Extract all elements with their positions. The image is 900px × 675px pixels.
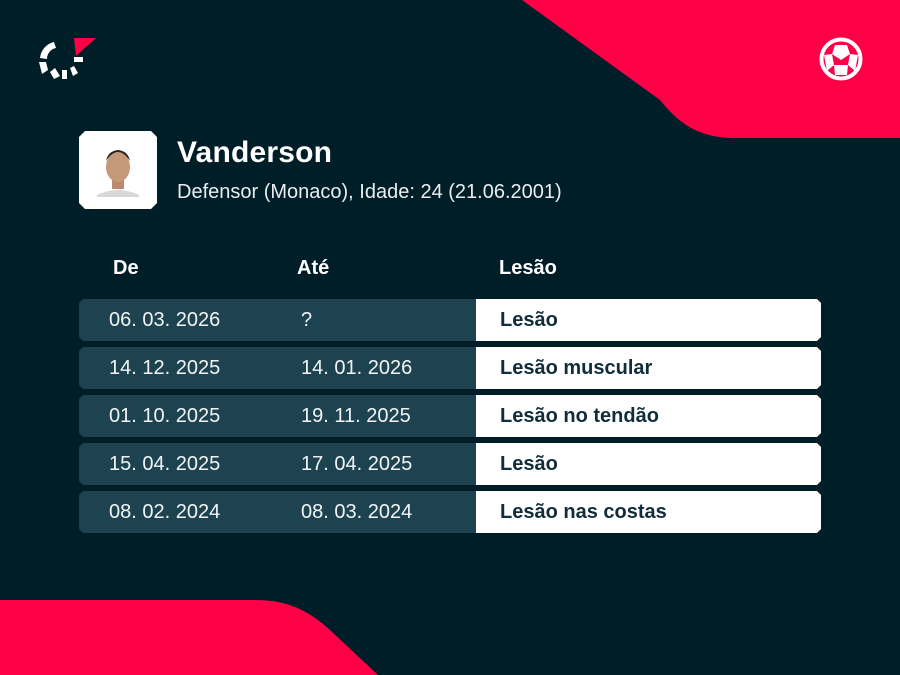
row-to-date: ? [301, 309, 313, 331]
row-dates: 08. 02. 2024 08. 03. 2024 [79, 491, 476, 533]
injury-row: 01. 10. 2025 19. 11. 2025 Lesão no tendã… [79, 395, 821, 437]
header-to: Até [297, 257, 330, 279]
row-injury: Lesão muscular [476, 347, 821, 389]
row-from-date: 01. 10. 2025 [109, 405, 221, 427]
row-to-date: 17. 04. 2025 [301, 453, 413, 475]
header-from: De [113, 257, 139, 279]
player-info: Defensor (Monaco), Idade: 24 (21.06.2001… [177, 181, 562, 203]
row-injury: Lesão nas costas [476, 491, 821, 533]
row-from-date: 06. 03. 2026 [109, 309, 221, 331]
injury-row: 14. 12. 2025 14. 01. 2026 Lesão muscular [79, 347, 821, 389]
row-to-date: 14. 01. 2026 [301, 357, 413, 379]
injury-row: 08. 02. 2024 08. 03. 2024 Lesão nas cost… [79, 491, 821, 533]
row-to-date: 19. 11. 2025 [301, 405, 411, 427]
player-name: Vanderson [177, 136, 333, 169]
player-photo [79, 131, 157, 209]
top-right-accent-shape [522, 0, 900, 138]
row-from-date: 08. 02. 2024 [109, 501, 221, 523]
row-from-date: 15. 04. 2025 [109, 453, 221, 475]
player-avatar [97, 150, 139, 197]
row-dates: 15. 04. 2025 17. 04. 2025 [79, 443, 476, 485]
header-injury: Lesão [499, 257, 557, 279]
flashscore-logo-icon [39, 38, 96, 79]
row-injury: Lesão [476, 443, 821, 485]
row-injury: Lesão [476, 299, 821, 341]
bottom-left-accent-shape [0, 600, 378, 675]
row-injury: Lesão no tendão [476, 395, 821, 437]
row-dates: 01. 10. 2025 19. 11. 2025 [79, 395, 476, 437]
injury-row: 06. 03. 2026 ? Lesão [79, 299, 821, 341]
row-from-date: 14. 12. 2025 [109, 357, 221, 379]
row-dates: 14. 12. 2025 14. 01. 2026 [79, 347, 476, 389]
row-dates: 06. 03. 2026 ? [79, 299, 476, 341]
football-icon [819, 37, 863, 81]
row-to-date: 08. 03. 2024 [301, 501, 413, 523]
injury-row: 15. 04. 2025 17. 04. 2025 Lesão [79, 443, 821, 485]
